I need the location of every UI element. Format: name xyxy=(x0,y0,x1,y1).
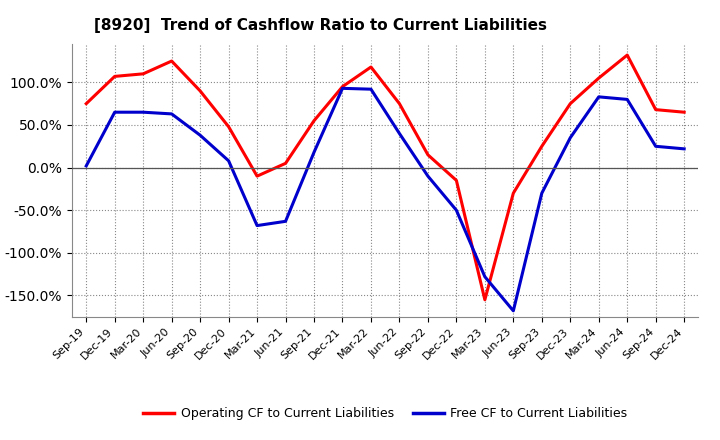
Free CF to Current Liabilities xyxy=(423,173,432,179)
Legend: Operating CF to Current Liabilities, Free CF to Current Liabilities: Operating CF to Current Liabilities, Fre… xyxy=(138,402,632,425)
Free CF to Current Liabilities xyxy=(395,131,404,136)
Free CF to Current Liabilities xyxy=(537,191,546,196)
Line: Free CF to Current Liabilities: Free CF to Current Liabilities xyxy=(86,88,684,311)
Operating CF to Current Liabilities xyxy=(480,297,489,302)
Operating CF to Current Liabilities xyxy=(452,178,461,183)
Free CF to Current Liabilities xyxy=(338,86,347,91)
Free CF to Current Liabilities xyxy=(253,223,261,228)
Operating CF to Current Liabilities xyxy=(623,52,631,58)
Operating CF to Current Liabilities xyxy=(395,101,404,106)
Free CF to Current Liabilities xyxy=(282,219,290,224)
Free CF to Current Liabilities xyxy=(196,132,204,138)
Operating CF to Current Liabilities xyxy=(253,173,261,179)
Operating CF to Current Liabilities xyxy=(537,143,546,149)
Operating CF to Current Liabilities xyxy=(566,101,575,106)
Operating CF to Current Liabilities xyxy=(310,118,318,123)
Free CF to Current Liabilities xyxy=(623,97,631,102)
Free CF to Current Liabilities xyxy=(139,110,148,115)
Free CF to Current Liabilities xyxy=(310,150,318,155)
Free CF to Current Liabilities xyxy=(167,111,176,117)
Free CF to Current Liabilities xyxy=(225,158,233,163)
Operating CF to Current Liabilities xyxy=(338,84,347,89)
Free CF to Current Liabilities xyxy=(110,110,119,115)
Free CF to Current Liabilities xyxy=(566,135,575,140)
Operating CF to Current Liabilities xyxy=(366,64,375,70)
Operating CF to Current Liabilities xyxy=(139,71,148,77)
Free CF to Current Liabilities xyxy=(452,208,461,213)
Operating CF to Current Liabilities xyxy=(225,124,233,129)
Operating CF to Current Liabilities xyxy=(423,152,432,158)
Free CF to Current Liabilities xyxy=(480,274,489,279)
Operating CF to Current Liabilities xyxy=(509,191,518,196)
Free CF to Current Liabilities xyxy=(82,163,91,169)
Operating CF to Current Liabilities xyxy=(167,59,176,64)
Operating CF to Current Liabilities xyxy=(110,74,119,79)
Text: [8920]  Trend of Cashflow Ratio to Current Liabilities: [8920] Trend of Cashflow Ratio to Curren… xyxy=(94,18,546,33)
Line: Operating CF to Current Liabilities: Operating CF to Current Liabilities xyxy=(86,55,684,300)
Free CF to Current Liabilities xyxy=(652,143,660,149)
Operating CF to Current Liabilities xyxy=(282,161,290,166)
Operating CF to Current Liabilities xyxy=(82,101,91,106)
Free CF to Current Liabilities xyxy=(366,87,375,92)
Free CF to Current Liabilities xyxy=(680,146,688,151)
Operating CF to Current Liabilities xyxy=(196,88,204,94)
Operating CF to Current Liabilities xyxy=(652,107,660,112)
Free CF to Current Liabilities xyxy=(595,94,603,99)
Operating CF to Current Liabilities xyxy=(680,110,688,115)
Free CF to Current Liabilities xyxy=(509,308,518,313)
Operating CF to Current Liabilities xyxy=(595,76,603,81)
